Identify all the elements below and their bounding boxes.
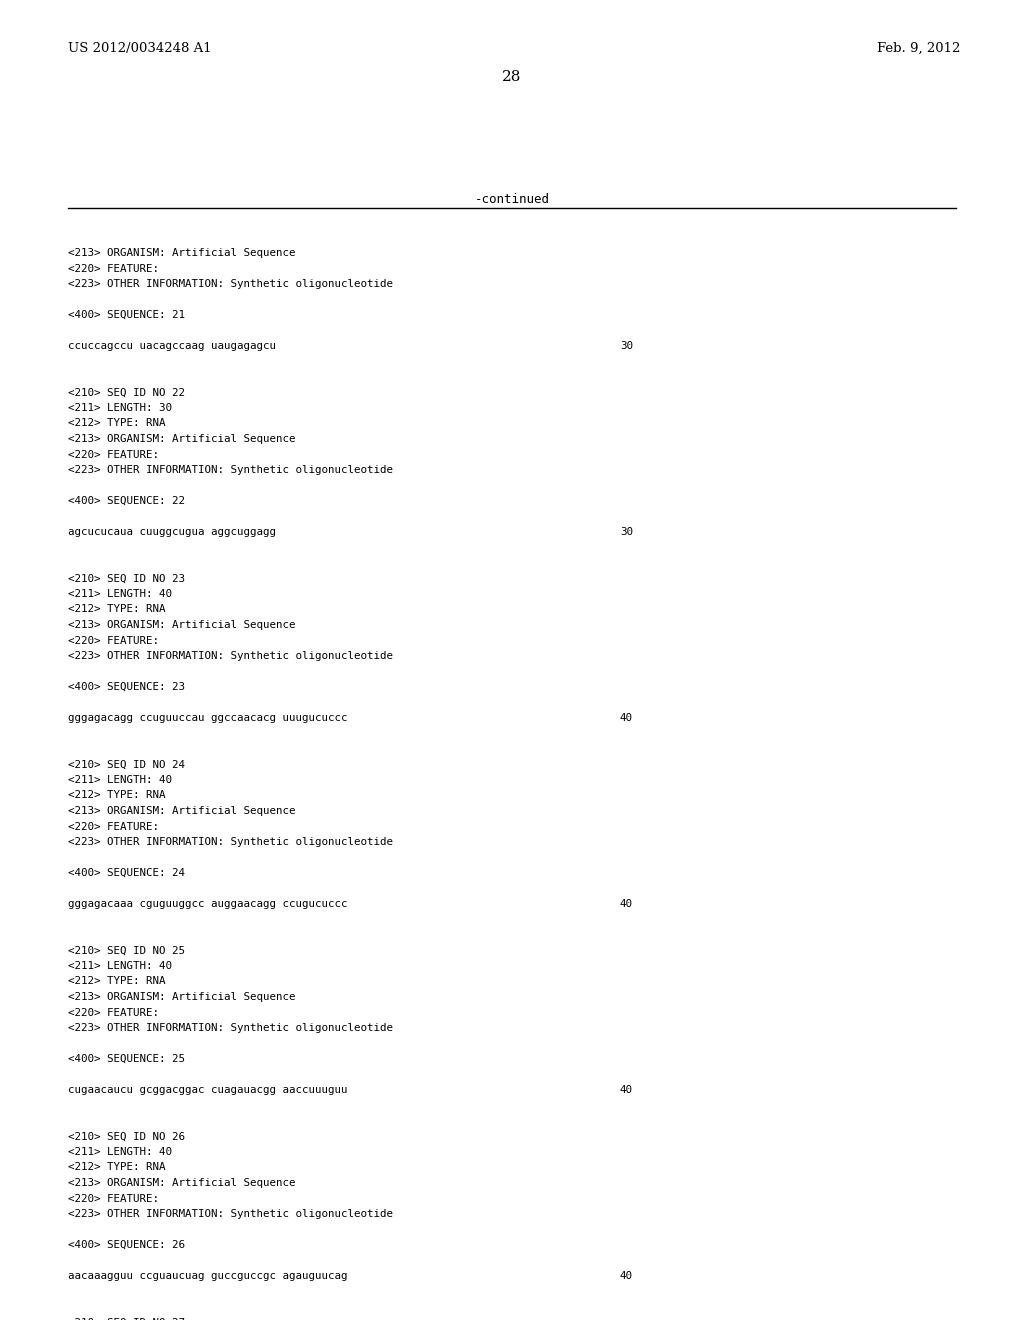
- Text: 30: 30: [620, 341, 633, 351]
- Text: <210> SEQ ID NO 26: <210> SEQ ID NO 26: [68, 1131, 185, 1142]
- Text: 40: 40: [620, 1271, 633, 1280]
- Text: <212> TYPE: RNA: <212> TYPE: RNA: [68, 1163, 166, 1172]
- Text: gggagacaaa cguguuggcc auggaacagg ccugucuccc: gggagacaaa cguguuggcc auggaacagg ccugucu…: [68, 899, 347, 909]
- Text: <210> SEQ ID NO 27: <210> SEQ ID NO 27: [68, 1317, 185, 1320]
- Text: <223> OTHER INFORMATION: Synthetic oligonucleotide: <223> OTHER INFORMATION: Synthetic oligo…: [68, 279, 393, 289]
- Text: <400> SEQUENCE: 23: <400> SEQUENCE: 23: [68, 682, 185, 692]
- Text: <220> FEATURE:: <220> FEATURE:: [68, 635, 159, 645]
- Text: <223> OTHER INFORMATION: Synthetic oligonucleotide: <223> OTHER INFORMATION: Synthetic oligo…: [68, 1209, 393, 1218]
- Text: agcucucaua cuuggcugua aggcuggagg: agcucucaua cuuggcugua aggcuggagg: [68, 527, 276, 537]
- Text: <210> SEQ ID NO 22: <210> SEQ ID NO 22: [68, 388, 185, 397]
- Text: <223> OTHER INFORMATION: Synthetic oligonucleotide: <223> OTHER INFORMATION: Synthetic oligo…: [68, 651, 393, 661]
- Text: <211> LENGTH: 30: <211> LENGTH: 30: [68, 403, 172, 413]
- Text: -continued: -continued: [474, 193, 550, 206]
- Text: cugaacaucu gcggacggac cuagauacgg aaccuuuguu: cugaacaucu gcggacggac cuagauacgg aaccuuu…: [68, 1085, 347, 1096]
- Text: <400> SEQUENCE: 22: <400> SEQUENCE: 22: [68, 496, 185, 506]
- Text: <220> FEATURE:: <220> FEATURE:: [68, 264, 159, 273]
- Text: <223> OTHER INFORMATION: Synthetic oligonucleotide: <223> OTHER INFORMATION: Synthetic oligo…: [68, 1023, 393, 1034]
- Text: <211> LENGTH: 40: <211> LENGTH: 40: [68, 1147, 172, 1158]
- Text: <213> ORGANISM: Artificial Sequence: <213> ORGANISM: Artificial Sequence: [68, 248, 296, 257]
- Text: 28: 28: [503, 70, 521, 84]
- Text: gggagacagg ccuguuccau ggccaacacg uuugucuccc: gggagacagg ccuguuccau ggccaacacg uuugucu…: [68, 713, 347, 723]
- Text: <211> LENGTH: 40: <211> LENGTH: 40: [68, 589, 172, 599]
- Text: aacaaagguu ccguaucuag guccguccgc agauguucag: aacaaagguu ccguaucuag guccguccgc agauguu…: [68, 1271, 347, 1280]
- Text: <220> FEATURE:: <220> FEATURE:: [68, 450, 159, 459]
- Text: <212> TYPE: RNA: <212> TYPE: RNA: [68, 977, 166, 986]
- Text: <211> LENGTH: 40: <211> LENGTH: 40: [68, 961, 172, 972]
- Text: ccuccagccu uacagccaag uaugagagcu: ccuccagccu uacagccaag uaugagagcu: [68, 341, 276, 351]
- Text: 40: 40: [620, 899, 633, 909]
- Text: <212> TYPE: RNA: <212> TYPE: RNA: [68, 418, 166, 429]
- Text: <220> FEATURE:: <220> FEATURE:: [68, 1007, 159, 1018]
- Text: <400> SEQUENCE: 25: <400> SEQUENCE: 25: [68, 1053, 185, 1064]
- Text: <400> SEQUENCE: 24: <400> SEQUENCE: 24: [68, 869, 185, 878]
- Text: <212> TYPE: RNA: <212> TYPE: RNA: [68, 605, 166, 615]
- Text: US 2012/0034248 A1: US 2012/0034248 A1: [68, 42, 212, 55]
- Text: 30: 30: [620, 527, 633, 537]
- Text: <400> SEQUENCE: 26: <400> SEQUENCE: 26: [68, 1239, 185, 1250]
- Text: <223> OTHER INFORMATION: Synthetic oligonucleotide: <223> OTHER INFORMATION: Synthetic oligo…: [68, 465, 393, 475]
- Text: <213> ORGANISM: Artificial Sequence: <213> ORGANISM: Artificial Sequence: [68, 434, 296, 444]
- Text: Feb. 9, 2012: Feb. 9, 2012: [877, 42, 961, 55]
- Text: <210> SEQ ID NO 24: <210> SEQ ID NO 24: [68, 759, 185, 770]
- Text: <212> TYPE: RNA: <212> TYPE: RNA: [68, 791, 166, 800]
- Text: <211> LENGTH: 40: <211> LENGTH: 40: [68, 775, 172, 785]
- Text: <213> ORGANISM: Artificial Sequence: <213> ORGANISM: Artificial Sequence: [68, 807, 296, 816]
- Text: <223> OTHER INFORMATION: Synthetic oligonucleotide: <223> OTHER INFORMATION: Synthetic oligo…: [68, 837, 393, 847]
- Text: <210> SEQ ID NO 25: <210> SEQ ID NO 25: [68, 945, 185, 956]
- Text: <400> SEQUENCE: 21: <400> SEQUENCE: 21: [68, 310, 185, 319]
- Text: <213> ORGANISM: Artificial Sequence: <213> ORGANISM: Artificial Sequence: [68, 993, 296, 1002]
- Text: 40: 40: [620, 1085, 633, 1096]
- Text: <210> SEQ ID NO 23: <210> SEQ ID NO 23: [68, 573, 185, 583]
- Text: <213> ORGANISM: Artificial Sequence: <213> ORGANISM: Artificial Sequence: [68, 1177, 296, 1188]
- Text: <213> ORGANISM: Artificial Sequence: <213> ORGANISM: Artificial Sequence: [68, 620, 296, 630]
- Text: 40: 40: [620, 713, 633, 723]
- Text: <220> FEATURE:: <220> FEATURE:: [68, 1193, 159, 1204]
- Text: <220> FEATURE:: <220> FEATURE:: [68, 821, 159, 832]
